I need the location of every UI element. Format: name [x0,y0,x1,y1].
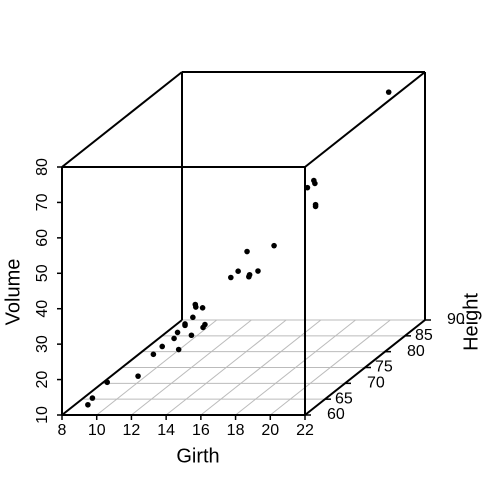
floor-grid [61,319,426,416]
point [311,177,317,184]
point [175,346,182,353]
z-tick-label: 50 [34,264,51,282]
point [171,335,177,342]
x-axis-label: Girth [176,445,219,467]
box [61,71,426,416]
x-tick-label: 12 [123,422,141,439]
box-edge [304,71,426,168]
point [199,305,206,311]
z-tick-label: 40 [34,300,51,318]
point [255,268,261,274]
x-tick-label: 10 [88,422,106,439]
point [85,401,91,408]
y-tick-label: 85 [415,327,433,344]
point [192,301,199,308]
y-tick-label: 60 [327,406,345,423]
box-edge [61,71,183,168]
y-tick-label: 90 [447,311,465,328]
point [159,343,166,350]
z-tick-label: 10 [34,406,51,424]
point [202,321,208,328]
z-tick-label: 70 [34,193,51,211]
point [89,395,96,401]
z-axis-label: Volume [2,259,24,326]
point [271,242,277,249]
point [150,351,157,358]
y-tick-label: 75 [375,359,393,376]
y-tick-label: 80 [407,343,425,360]
x-tick-label: 20 [261,422,279,439]
y-axis-label: Height [460,293,482,351]
x-tick-label: 18 [227,422,245,439]
x-tick-label: 8 [58,422,67,439]
box-edge [61,319,183,416]
z-tick-label: 80 [34,158,51,176]
point [385,89,392,95]
point [135,373,141,379]
z-tick-label: 30 [34,335,51,353]
point [174,329,181,336]
z-tick-label: 20 [34,371,51,389]
point [244,248,250,255]
y-tick-label: 70 [367,375,385,392]
point [228,274,234,281]
point [190,314,196,321]
point [312,203,319,210]
point [182,321,188,327]
point [188,332,195,339]
point [304,184,311,191]
point [246,273,252,280]
x-tick-label: 22 [296,422,314,439]
point [235,268,241,275]
point [104,379,111,386]
x-tick-label: 16 [192,422,210,439]
y-tick-label: 65 [335,390,353,407]
z-tick-label: 60 [34,229,51,247]
x-tick-label: 14 [157,422,175,439]
